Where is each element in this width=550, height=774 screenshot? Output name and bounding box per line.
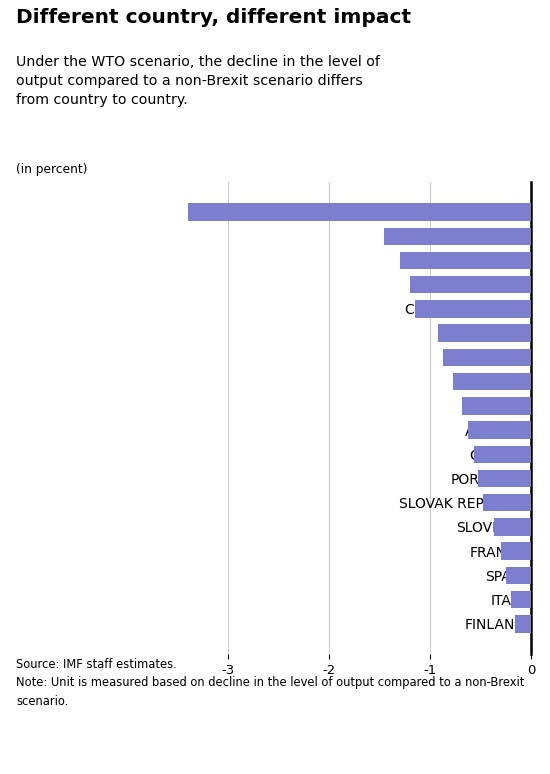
- Text: MONETARY FUND: MONETARY FUND: [124, 751, 247, 764]
- Bar: [188, 204, 531, 221]
- Text: (in percent): (in percent): [16, 163, 88, 176]
- Bar: [493, 519, 531, 536]
- Bar: [483, 494, 531, 512]
- Bar: [505, 567, 531, 584]
- Text: Source: IMF staff estimates.
Note: Unit is measured based on decline in the leve: Source: IMF staff estimates. Note: Unit …: [16, 658, 525, 708]
- Bar: [415, 300, 531, 317]
- Text: Different country, different impact: Different country, different impact: [16, 8, 411, 27]
- Bar: [400, 252, 531, 269]
- Bar: [443, 348, 531, 366]
- Text: INTERNATIONAL: INTERNATIONAL: [124, 732, 239, 745]
- Bar: [511, 591, 531, 608]
- Bar: [474, 446, 531, 463]
- Bar: [438, 324, 531, 342]
- Bar: [515, 615, 531, 632]
- Bar: [500, 543, 531, 560]
- Text: Under the WTO scenario, the decline in the level of
output compared to a non-Bre: Under the WTO scenario, the decline in t…: [16, 56, 381, 108]
- Bar: [462, 397, 531, 415]
- Bar: [410, 276, 531, 293]
- Bar: [453, 373, 531, 390]
- Bar: [384, 228, 531, 245]
- Bar: [468, 421, 531, 439]
- Bar: [478, 470, 531, 488]
